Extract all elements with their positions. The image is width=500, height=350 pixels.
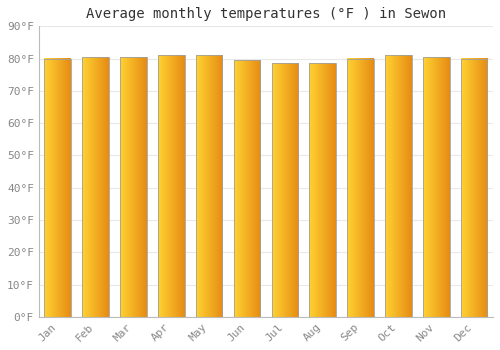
Bar: [423, 57, 450, 317]
Bar: [385, 55, 411, 317]
Bar: [310, 63, 336, 317]
Bar: [272, 63, 298, 317]
Title: Average monthly temperatures (°F ) in Sewon: Average monthly temperatures (°F ) in Se…: [86, 7, 446, 21]
Bar: [120, 57, 146, 317]
Bar: [348, 58, 374, 317]
Bar: [82, 57, 109, 317]
Bar: [234, 60, 260, 317]
Bar: [44, 58, 71, 317]
Bar: [461, 58, 487, 317]
Bar: [196, 55, 222, 317]
Bar: [158, 55, 184, 317]
